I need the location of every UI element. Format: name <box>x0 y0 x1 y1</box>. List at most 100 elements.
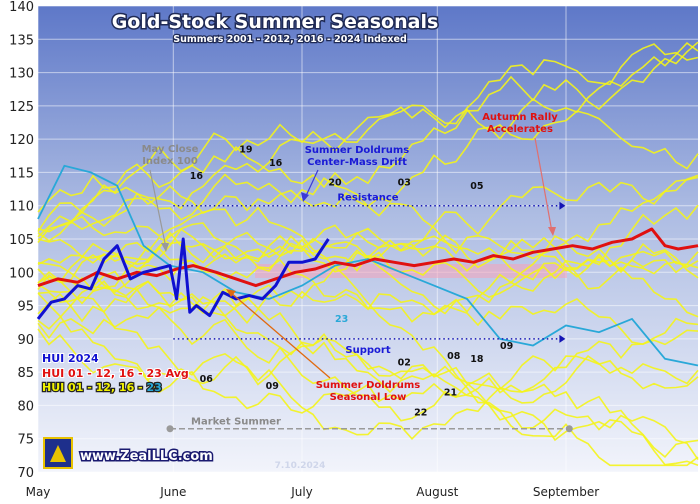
x-tick-label: September <box>533 485 599 499</box>
x-axis: May June July August September <box>26 485 600 499</box>
y-tick-label: 90 <box>17 333 34 348</box>
year-label: 16 <box>269 158 283 169</box>
autumn-rally-arrowhead <box>548 227 556 236</box>
resistance-label: Resistance <box>337 193 398 204</box>
doldrums-drift-arrowhead <box>301 192 309 202</box>
year-label: 19 <box>239 144 252 155</box>
y-tick-label: 100 <box>9 266 34 281</box>
y-axis: 70 75 80 85 90 95 100 105 110 115 120 125 130 135 140 <box>9 0 34 481</box>
seasonal-low-arrow <box>229 291 331 379</box>
y-tick-label: 135 <box>9 33 34 48</box>
background-series <box>37 41 699 467</box>
background-year-line <box>37 106 699 233</box>
legend-avg: HUI 01 - 12, 16 - 23 Avg <box>42 367 189 380</box>
site-url: www.ZealLLC.com <box>80 449 213 464</box>
year-label: 16 <box>190 171 204 182</box>
grid <box>37 5 698 473</box>
y-tick-label: 130 <box>9 67 34 82</box>
annotation-seasonal-low: Summer Doldrums Seasonal Low <box>226 289 420 403</box>
chart-date: 7.10.2024 <box>275 461 326 471</box>
legend-individual-label: HUI 01 - 12, 16 - <box>42 381 146 394</box>
year-label: 08 <box>447 351 461 362</box>
background-year-line <box>37 270 699 461</box>
support-arrowhead <box>559 334 566 343</box>
x-tick-label: May <box>26 485 51 499</box>
support-label: Support <box>345 345 390 356</box>
y-tick-label: 120 <box>9 133 34 148</box>
y-tick-label: 105 <box>9 233 34 248</box>
annotation-doldrums-drift: Summer Doldrums Center-Mass Drift <box>301 145 409 202</box>
doldrums-drift-line1: Summer Doldrums <box>305 145 410 156</box>
background-year-line <box>37 247 699 323</box>
y-tick-label: 75 <box>17 433 34 448</box>
doldrums-drift-arrow <box>304 169 319 199</box>
autumn-rally-line2: Accelerates <box>487 124 553 135</box>
doldrums-drift-line2: Center-Mass Drift <box>307 157 407 168</box>
background-year-line <box>37 291 699 467</box>
avg-series-line <box>37 227 699 288</box>
year-label: 05 <box>470 181 483 192</box>
market-summer-label: Market Summer <box>191 417 281 428</box>
background-year-line <box>37 43 699 233</box>
resistance-arrowhead <box>559 201 566 210</box>
year-label: 20 <box>328 178 342 189</box>
y-tick-label: 70 <box>17 466 34 481</box>
background-year-line <box>37 328 699 459</box>
legend-hui-2024: HUI 2024 <box>42 352 99 365</box>
year-label: 02 <box>398 357 411 368</box>
market-summer-end <box>565 425 573 433</box>
chart-subtitle: Summers 2001 - 2012, 2016 - 2024 Indexed <box>173 34 407 45</box>
hui-2024-series-line <box>36 237 330 320</box>
zeal-logo: www.ZealLLC.com 7.10.2024 <box>43 437 326 471</box>
legend-individual-suffix: 23 <box>146 381 161 394</box>
seasonal-low-arrowhead <box>226 289 236 297</box>
chart-title: Gold-Stock Summer Seasonals <box>112 11 439 33</box>
x-tick-label: August <box>416 485 458 499</box>
background-year-line <box>37 206 699 467</box>
year-label: 06 <box>200 374 214 385</box>
annotation-may-close: May Close Index 100 <box>142 144 199 252</box>
y-tick-label: 125 <box>9 100 34 115</box>
annotation-autumn-rally: Autumn Rally Accelerates <box>482 112 558 236</box>
year-2023-line <box>37 164 699 367</box>
legend: HUI 2024 HUI 01 - 12, 16 - 23 Avg HUI 01… <box>41 351 190 395</box>
year-label: 23 <box>335 314 348 325</box>
year-label: 09 <box>500 341 513 352</box>
zeal-logo-mark <box>50 445 66 462</box>
y-tick-label: 80 <box>17 399 34 414</box>
background-year-line <box>37 174 699 266</box>
may-close-arrowhead <box>161 243 169 252</box>
y-tick-label: 95 <box>17 300 34 315</box>
main-series <box>36 227 699 320</box>
seasonal-low-line1: Summer Doldrums <box>316 380 421 391</box>
background-year-line <box>37 41 699 213</box>
x-tick-label: June <box>159 485 186 499</box>
reference-lines: Resistance Support Market Summer <box>166 193 573 433</box>
legend-individual: HUI 01 - 12, 16 - 23 <box>42 381 162 394</box>
year-label: 21 <box>444 387 457 398</box>
y-tick-label: 85 <box>17 366 34 381</box>
y-tick-label: 115 <box>9 166 34 181</box>
may-close-line1: May Close <box>142 144 199 155</box>
title-group: Gold-Stock Summer Seasonals Summers 2001… <box>110 10 440 47</box>
year-label: 09 <box>266 381 279 392</box>
year-label: 03 <box>398 178 411 189</box>
year-label: 22 <box>414 407 427 418</box>
autumn-rally-line1: Autumn Rally <box>482 112 558 123</box>
may-close-line2: Index 100 <box>142 156 198 167</box>
background-year-line <box>37 227 699 283</box>
background-year-line <box>37 176 699 315</box>
y-tick-label: 110 <box>9 200 34 215</box>
may-close-arrow <box>149 169 167 249</box>
market-summer-start <box>166 425 174 433</box>
year-label: 18 <box>470 354 484 365</box>
background-year-line <box>37 306 699 422</box>
year-labels: 19 16 16 20 03 05 23 06 09 02 08 18 09 21 22 <box>190 144 513 418</box>
seasonal-low-line2: Seasonal Low <box>330 392 407 403</box>
x-tick-label: July <box>290 485 313 499</box>
autumn-rally-arrow <box>534 137 553 233</box>
y-tick-label: 140 <box>9 0 34 15</box>
background-year-line <box>37 288 699 390</box>
